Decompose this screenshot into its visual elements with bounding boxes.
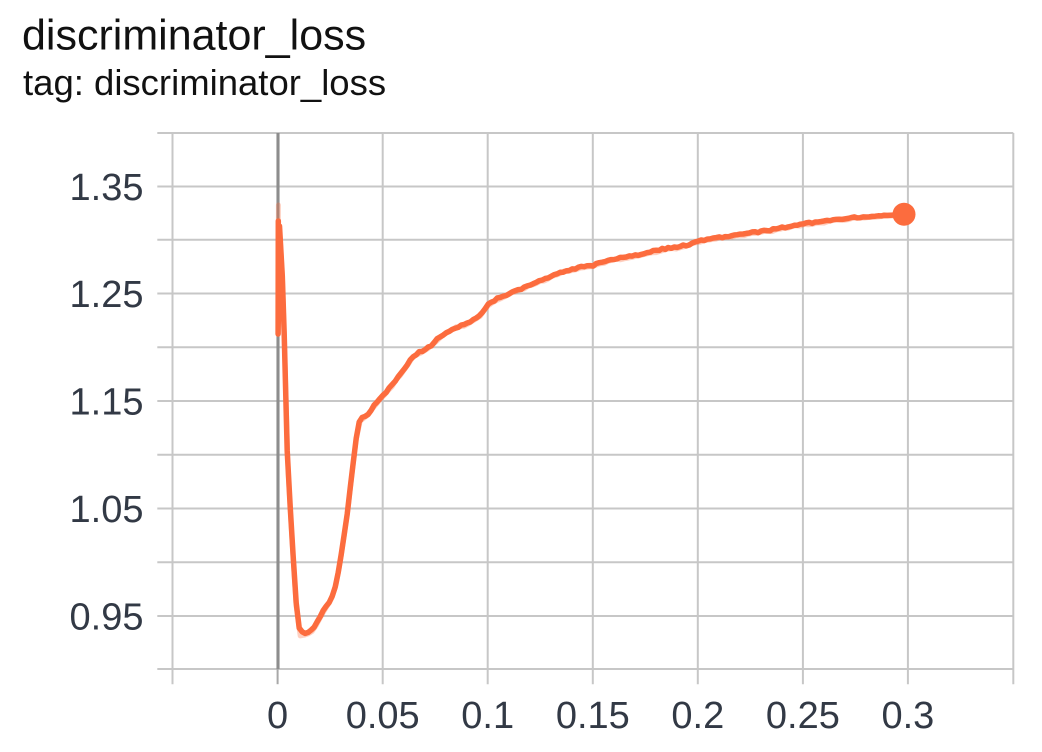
svg-text:0: 0	[267, 695, 288, 737]
svg-text:1.15: 1.15	[70, 382, 144, 424]
svg-text:0.15: 0.15	[556, 695, 630, 737]
svg-text:0.95: 0.95	[70, 597, 144, 639]
svg-text:discriminator_loss: discriminator_loss	[22, 11, 366, 59]
svg-text:0.2: 0.2	[671, 695, 724, 737]
svg-text:0.1: 0.1	[461, 695, 514, 737]
svg-text:tag: discriminator_loss: tag: discriminator_loss	[23, 62, 386, 103]
svg-text:1.05: 1.05	[70, 489, 144, 531]
svg-text:0.25: 0.25	[766, 695, 840, 737]
svg-text:1.35: 1.35	[70, 167, 144, 209]
svg-text:1.25: 1.25	[70, 274, 144, 316]
svg-text:0.3: 0.3	[881, 695, 934, 737]
svg-text:0.05: 0.05	[346, 695, 420, 737]
